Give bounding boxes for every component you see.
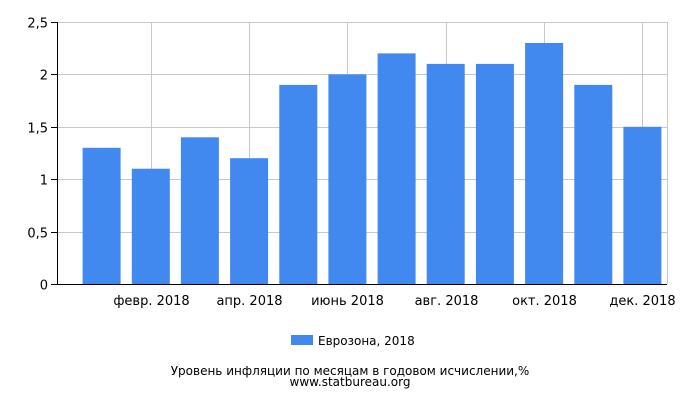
- bar: [475, 63, 514, 285]
- bar: [623, 126, 662, 284]
- chart-caption: Уровень инфляции по месяцам в годовом ис…: [171, 364, 530, 378]
- y-tick-label: 2: [40, 69, 48, 84]
- bar: [279, 84, 318, 285]
- bar: [82, 147, 121, 284]
- legend: Еврозона, 2018: [291, 334, 415, 348]
- x-tick-label: дек. 2018: [609, 294, 675, 309]
- bar: [180, 137, 219, 284]
- y-tick-label: 1,5: [27, 122, 48, 137]
- bar: [377, 53, 416, 285]
- y-tick-label: 1: [40, 174, 48, 189]
- axes: [51, 22, 667, 285]
- bar: [328, 74, 367, 285]
- legend-swatch: [291, 335, 313, 345]
- x-tick-labels: февр. 2018 апр. 2018 июнь 2018 авг. 2018 окт…: [113, 294, 675, 309]
- x-tick-label: апр. 2018: [216, 294, 282, 309]
- x-tick-label: июнь 2018: [311, 294, 384, 309]
- y-tick-label: 0,5: [27, 227, 48, 242]
- x-tick-label: авг. 2018: [415, 294, 479, 309]
- x-tick-label: февр. 2018: [113, 294, 189, 309]
- bars: [82, 43, 662, 285]
- bar: [525, 43, 564, 284]
- bar: [426, 63, 465, 285]
- x-tick-label: окт. 2018: [512, 294, 577, 309]
- y-tick-label: 2,5: [27, 17, 48, 32]
- legend-label: Еврозона, 2018: [318, 334, 415, 348]
- bar: [230, 158, 269, 284]
- y-tick-label: 0: [40, 279, 48, 294]
- bar: [574, 84, 613, 285]
- source-url: www.statbureau.org: [290, 375, 411, 389]
- y-tick-labels: 0 0,5 1 1,5 2 2,5: [27, 17, 48, 294]
- bar: [131, 168, 170, 284]
